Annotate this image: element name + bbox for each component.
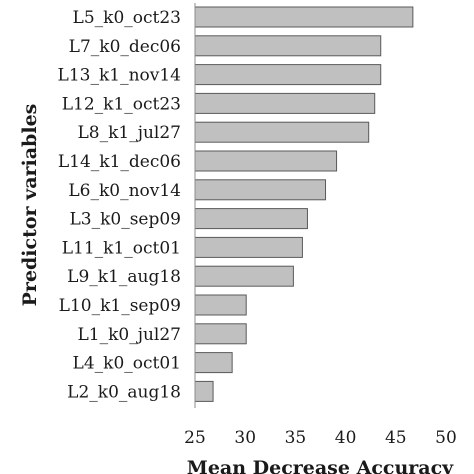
bar-L9_k1_aug18: [194, 265, 294, 287]
y-axis-title: Predictor variables: [19, 104, 41, 307]
x-tick-labels: 25 30 35 40 45 50: [184, 428, 457, 448]
bar-L7_k0_dec06: [194, 35, 382, 57]
category-label-L10_k1_sep09: L10_k1_sep09: [59, 296, 181, 316]
bar-L13_k1_nov14: [194, 64, 382, 86]
category-label-L4_k0_oct01: L4_k0_oct01: [73, 354, 181, 374]
category-label-L7_k0_dec06: L7_k0_dec06: [69, 37, 181, 57]
category-label-L1_k0_jul27: L1_k0_jul27: [77, 325, 181, 345]
category-label-L3_k0_sep09: L3_k0_sep09: [69, 210, 181, 230]
bar-L12_k1_oct23: [194, 92, 376, 114]
bar-L6_k0_nov14: [194, 179, 327, 201]
bar-L5_k0_oct23: [194, 6, 414, 28]
bar-L14_k1_dec06: [194, 150, 338, 172]
bar-L1_k0_jul27: [194, 323, 247, 345]
bar-L2_k0_aug18: [194, 380, 214, 402]
bar-L4_k0_oct01: [194, 352, 233, 374]
category-label-L8_k1_jul27: L8_k1_jul27: [77, 123, 181, 143]
x-tick-label-35: 35: [285, 428, 307, 448]
category-label-L2_k0_aug18: L2_k0_aug18: [67, 382, 181, 402]
x-axis-title: Mean Decrease Accuracy: [187, 457, 454, 474]
bar-L8_k1_jul27: [194, 121, 370, 143]
category-label-L6_k0_nov14: L6_k0_nov14: [68, 181, 181, 201]
category-label-L11_k1_oct01: L11_k1_oct01: [62, 238, 181, 258]
category-label-L14_k1_dec06: L14_k1_dec06: [58, 152, 181, 172]
bar-L10_k1_sep09: [194, 294, 247, 316]
x-tick-label-50: 50: [435, 428, 457, 448]
x-tick-label-45: 45: [385, 428, 407, 448]
category-labels: L5_k0_oct23 L7_k0_dec06 L13_k1_nov14 L12_k1…: [58, 8, 181, 402]
category-label-L12_k1_oct23: L12_k1_oct23: [62, 94, 181, 114]
category-label-L5_k0_oct23: L5_k0_oct23: [73, 8, 181, 28]
bars-group: [194, 6, 414, 402]
x-tick-label-40: 40: [335, 428, 357, 448]
bar-L3_k0_sep09: [194, 208, 308, 230]
category-label-L9_k1_aug18: L9_k1_aug18: [67, 267, 181, 287]
category-label-L13_k1_nov14: L13_k1_nov14: [58, 66, 181, 86]
x-tick-label-30: 30: [234, 428, 256, 448]
x-tick-label-25: 25: [184, 428, 206, 448]
bar-L11_k1_oct01: [194, 236, 303, 258]
